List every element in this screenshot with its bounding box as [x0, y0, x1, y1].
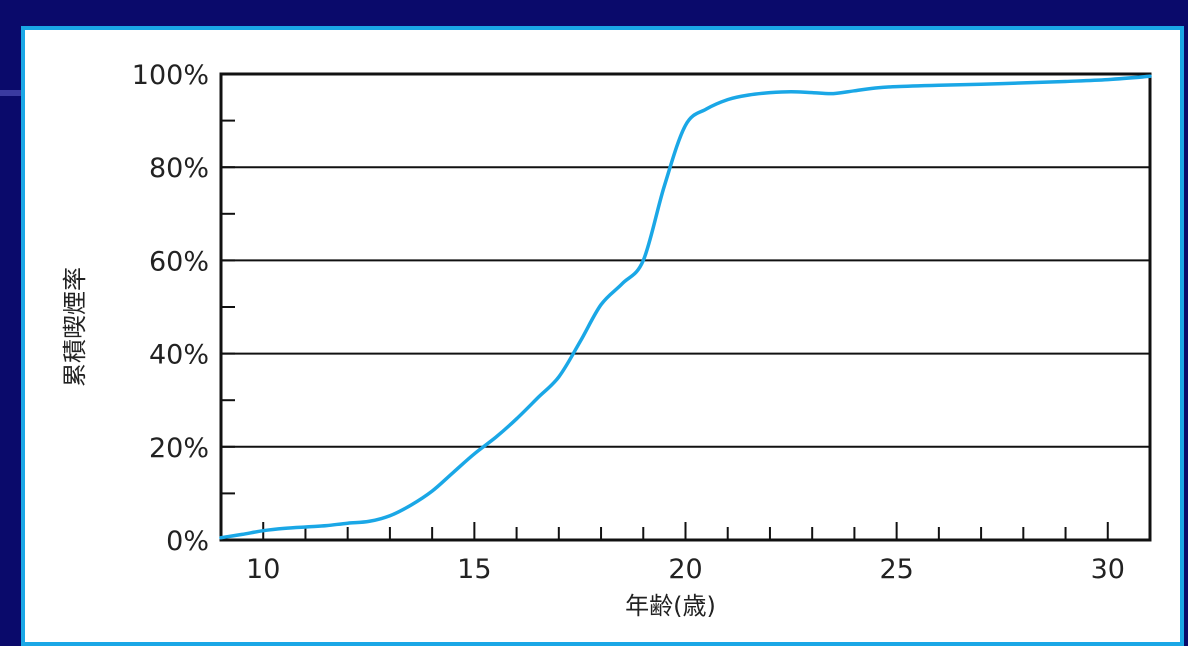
- x-tick-label: 25: [879, 554, 913, 585]
- plot-area-frame: [219, 72, 1152, 542]
- x-tick-label: 20: [668, 554, 702, 585]
- series-line-cumulative-smoking-rate: [219, 74, 1152, 540]
- cumulative-smoking-rate-chart: 0% 20% 40% 60% 80% 100% 10 15 20 25 30 累積喫煙率 年齢(歳…: [61, 60, 1152, 620]
- grid-lines: [221, 166, 1150, 448]
- y-tick-label: 80%: [149, 153, 209, 184]
- slide-decoration: [0, 90, 24, 96]
- y-tick-label: 20%: [149, 433, 209, 464]
- x-tick-label: 10: [246, 554, 280, 585]
- y-axis-title: 累積喫煙率: [61, 267, 89, 387]
- x-tick-label: 15: [457, 554, 491, 585]
- y-tick-label: 100%: [132, 60, 209, 91]
- y-tick-label: 40%: [149, 340, 209, 371]
- x-axis-title: 年齢(歳): [625, 592, 716, 620]
- y-tick-label: 0%: [166, 526, 209, 557]
- axis-ticks: [220, 73, 1151, 541]
- x-tick-label: 30: [1091, 554, 1125, 585]
- y-axis-tick-labels: 0% 20% 40% 60% 80% 100%: [132, 60, 209, 557]
- y-tick-label: 60%: [149, 246, 209, 277]
- x-axis-tick-labels: 10 15 20 25 30: [246, 554, 1125, 585]
- chart-panel: 0% 20% 40% 60% 80% 100% 10 15 20 25 30 累積喫煙率 年齢(歳…: [21, 26, 1184, 646]
